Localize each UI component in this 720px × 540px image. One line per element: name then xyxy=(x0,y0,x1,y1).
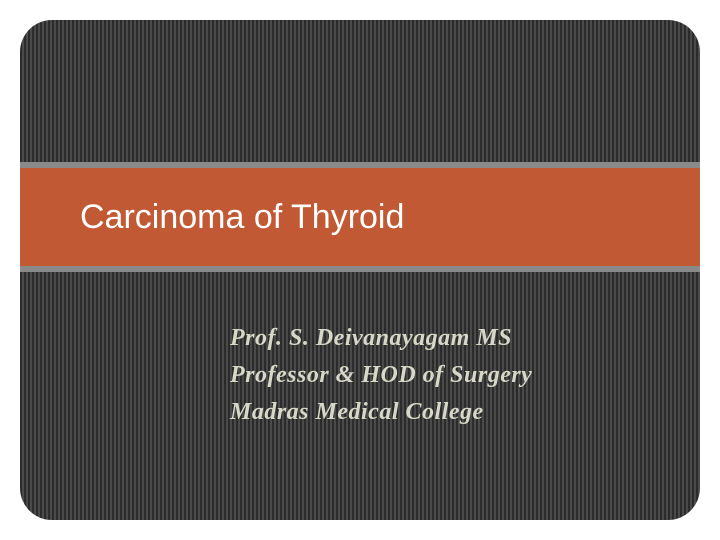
author-line-2: Professor & HOD of Surgery xyxy=(230,357,640,394)
slide-container: Carcinoma of Thyroid Prof. S. Deivanayag… xyxy=(20,20,700,520)
slide-title: Carcinoma of Thyroid xyxy=(80,198,404,237)
author-line-3: Madras Medical College xyxy=(230,394,640,431)
author-block: Prof. S. Deivanayagam MS Professor & HOD… xyxy=(230,320,640,432)
title-band: Carcinoma of Thyroid xyxy=(20,162,700,272)
author-line-1: Prof. S. Deivanayagam MS xyxy=(230,320,640,357)
